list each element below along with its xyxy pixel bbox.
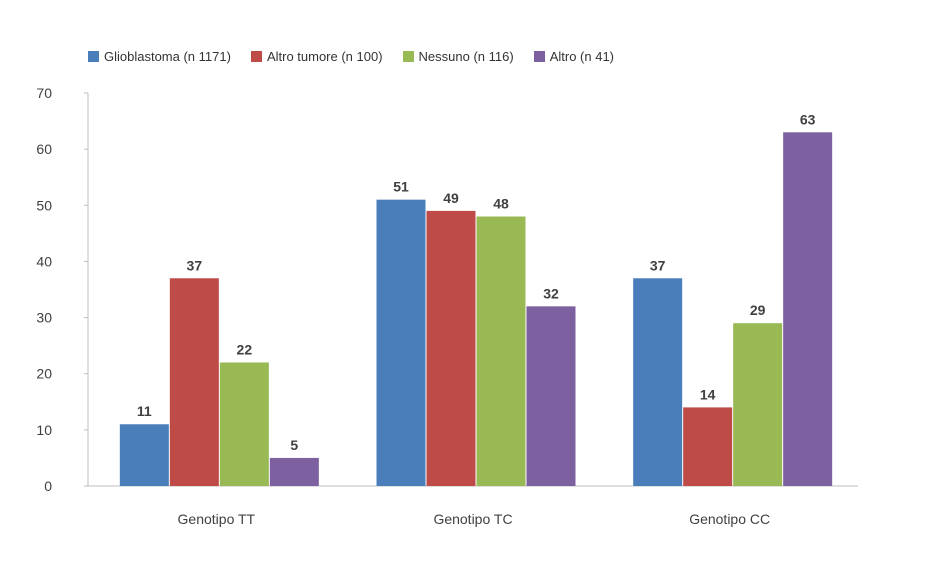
legend-item: Altro (n 41) [533, 48, 615, 64]
y-tick-label: 10 [36, 422, 52, 438]
bar [219, 362, 269, 486]
bar-data-label: 14 [700, 386, 716, 402]
legend-item: Altro tumore (n 100) [250, 48, 383, 64]
bar [119, 424, 169, 486]
bar-data-label: 11 [137, 403, 152, 419]
chart-legend: Glioblastoma (n 1171) Altro tumore (n 100… [88, 44, 868, 68]
y-tick-label: 30 [36, 310, 52, 326]
y-tick-label: 0 [44, 478, 52, 494]
legend-label: Nessuno (n 116) [418, 48, 514, 64]
bar-data-label: 37 [187, 257, 203, 273]
bar [683, 407, 733, 486]
bar-data-label: 22 [237, 341, 253, 357]
legend-swatch [402, 50, 414, 62]
bar-data-label: 29 [750, 302, 766, 318]
y-tick-label: 60 [36, 141, 52, 157]
legend-label: Altro tumore (n 100) [266, 48, 383, 64]
x-category-label: Genotipo CC [689, 511, 770, 527]
bar [269, 457, 319, 486]
y-tick-label: 40 [36, 253, 52, 269]
bar [376, 199, 426, 486]
x-category-label: Genotipo TT [178, 511, 256, 527]
legend-label: Glioblastoma (n 1171) [104, 48, 231, 64]
legend-item: Nessuno (n 116) [402, 48, 514, 64]
bar [426, 210, 476, 486]
bar-data-label: 51 [393, 179, 409, 195]
y-tick-label: 70 [36, 85, 52, 101]
bar [476, 216, 526, 486]
bar [733, 323, 783, 486]
bar-data-label: 48 [493, 196, 509, 212]
legend-swatch [533, 50, 545, 62]
bar-data-label: 63 [800, 111, 816, 127]
bar-data-label: 5 [290, 437, 298, 453]
legend-item: Glioblastoma (n 1171) [88, 49, 231, 64]
legend-swatch [250, 50, 262, 62]
x-category-label: Genotipo TC [433, 511, 512, 527]
legend-label: Altro (n 41) [549, 48, 615, 64]
y-tick-label: 20 [36, 366, 52, 382]
bar-data-label: 49 [443, 190, 459, 206]
bar [633, 278, 683, 486]
bar [169, 278, 219, 486]
bar-data-label: 37 [650, 257, 666, 273]
y-tick-label: 50 [36, 197, 52, 213]
bar-data-label: 32 [543, 285, 559, 301]
bar [526, 306, 576, 486]
bar [783, 132, 833, 487]
legend-swatch [88, 50, 99, 62]
